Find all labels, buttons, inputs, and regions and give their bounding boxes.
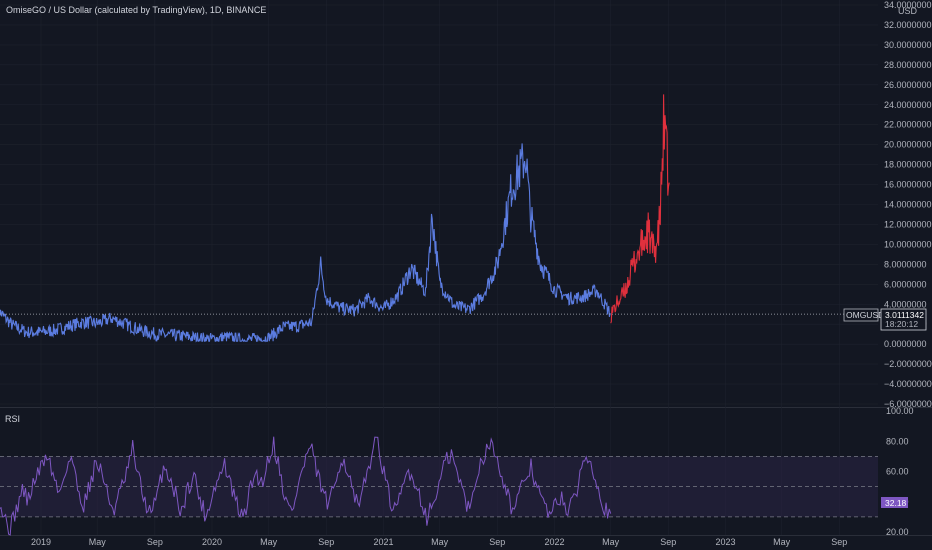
- price-tick-label: 4.0000000: [884, 299, 927, 309]
- price-tag-value: 3.0111342: [885, 310, 924, 320]
- price-history-line: [0, 143, 611, 343]
- rsi-tag-value: 32.18: [885, 498, 907, 508]
- time-tick-label: May: [602, 537, 620, 547]
- price-tag-box: [880, 308, 927, 331]
- time-tick-label: May: [260, 537, 278, 547]
- rsi-line: [0, 436, 612, 536]
- time-tick-label: Sep: [660, 537, 676, 547]
- rsi-tick-label: 100.00: [886, 406, 914, 416]
- time-tick-label: Sep: [489, 537, 505, 547]
- rsi-tick-label: 80.00: [886, 436, 909, 446]
- price-tag-symbol-box: [843, 308, 879, 322]
- price-tick-label: 12.0000000: [884, 219, 932, 229]
- time-tick-label: Sep: [831, 537, 847, 547]
- price-tick-label: 8.0000000: [884, 259, 927, 269]
- time-tick-label: May: [773, 537, 791, 547]
- time-tick-label: 2021: [373, 537, 393, 547]
- price-tick-label: 10.0000000: [884, 239, 932, 249]
- price-tick-label: 0.0000000: [884, 339, 927, 349]
- price-tick-label: 16.0000000: [884, 180, 932, 190]
- price-tick-label: 26.0000000: [884, 80, 932, 90]
- time-tick-label: 2019: [31, 537, 51, 547]
- price-tick-label: 20.0000000: [884, 140, 932, 150]
- price-tick-label: −4.0000000: [884, 379, 932, 389]
- price-tick-label: 32.0000000: [884, 20, 932, 30]
- time-tick-label: May: [89, 537, 107, 547]
- time-tick-label: Sep: [147, 537, 163, 547]
- price-tick-label: 6.0000000: [884, 279, 927, 289]
- rsi-panel-title: RSI: [5, 414, 21, 424]
- time-tick-label: May: [431, 537, 449, 547]
- chart-title: OmiseGO / US Dollar (calculated by Tradi…: [6, 5, 267, 15]
- rsi-band: [0, 456, 878, 517]
- price-tick-label: −6.0000000: [884, 399, 932, 409]
- time-tick-label: 2020: [202, 537, 222, 547]
- price-tag-symbol: OMGUSD: [846, 310, 884, 320]
- rsi-tick-label: 60.00: [886, 467, 909, 477]
- price-tick-label: 34.0000000: [884, 0, 932, 10]
- axis-layer: 34.0000000 32.0000000 30.0000000 28.0000000…: [31, 0, 932, 547]
- price-tick-label: 28.0000000: [884, 60, 932, 70]
- time-tick-label: 2022: [544, 537, 564, 547]
- price-tick-label: 14.0000000: [884, 200, 932, 210]
- time-tick-label: Sep: [318, 537, 334, 547]
- rsi-tick-label: 20.00: [886, 527, 909, 537]
- price-tick-label: 24.0000000: [884, 100, 932, 110]
- time-tick-label: 2023: [715, 537, 735, 547]
- grid-lines: [0, 0, 932, 536]
- rsi-series-layer: [0, 436, 612, 536]
- rsi-band-layer: [0, 456, 878, 518]
- tag-layer: OMGUSD 3.0111342 18:20:12 32.18: [843, 308, 927, 508]
- price-tick-label: −2.0000000: [884, 359, 932, 369]
- price-tick-label: 30.0000000: [884, 40, 932, 50]
- price-tag-countdown: 18:20:12: [885, 319, 918, 329]
- price-tick-label: 18.0000000: [884, 160, 932, 170]
- price-tick-label: 22.0000000: [884, 120, 932, 130]
- rsi-tag-box: [881, 497, 908, 508]
- price-projection-line: [610, 94, 670, 324]
- price-axis-unit: USD: [898, 6, 918, 16]
- price-series-layer: [0, 94, 878, 343]
